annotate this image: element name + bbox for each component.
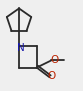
Text: O: O (50, 56, 58, 66)
Text: O: O (48, 71, 56, 81)
Text: N: N (17, 43, 24, 53)
